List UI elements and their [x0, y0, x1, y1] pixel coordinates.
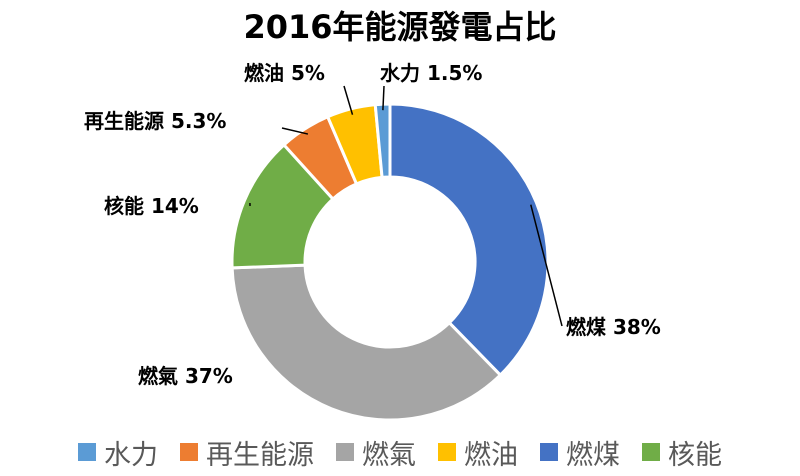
leader-line-再生能源: [281, 127, 309, 135]
leader-line-燃煤: [530, 204, 563, 327]
legend-label: 燃油: [464, 439, 518, 471]
legend-swatch: [336, 443, 354, 461]
data-label-再生能源: 再生能源 5.3%: [84, 109, 226, 133]
legend-label: 再生能源: [206, 439, 314, 471]
data-label-水力: 水力 1.5%: [380, 61, 482, 85]
data-label-燃氣: 燃氣 37%: [138, 364, 233, 388]
legend-item-水力: 水力: [78, 433, 158, 472]
legend: 水力 再生能源 燃氣 燃油 燃煤 核能: [0, 432, 800, 472]
legend-item-再生能源: 再生能源: [180, 433, 314, 472]
data-label-燃煤: 燃煤 38%: [566, 315, 661, 339]
slice-燃煤: [388, 102, 550, 377]
legend-swatch: [642, 443, 660, 461]
donut-chart: 燃煤 38% 燃氣 37% 核能 14% 再生能源 5.3% 燃油 5% 水力 1.5%: [84, 61, 661, 422]
data-label-核能: 核能 14%: [104, 194, 199, 218]
legend-swatch: [78, 443, 96, 461]
legend-item-燃油: 燃油: [438, 433, 518, 472]
legend-label: 核能: [668, 439, 722, 471]
slice-水力: [373, 102, 392, 179]
data-label-燃油: 燃油 5%: [244, 61, 325, 85]
slice-燃氣: [230, 263, 502, 422]
legend-label: 水力: [104, 439, 158, 471]
legend-swatch: [438, 443, 456, 461]
legend-label: 燃煤: [566, 439, 620, 471]
legend-swatch: [540, 443, 558, 461]
chart-title: 2016年能源發電占比: [243, 8, 557, 46]
leader-line-水力: [382, 85, 385, 111]
legend-label: 燃氣: [362, 439, 416, 471]
legend-item-燃氣: 燃氣: [336, 433, 416, 472]
leader-line-燃油: [343, 85, 354, 115]
legend-item-燃煤: 燃煤: [540, 433, 620, 472]
legend-item-核能: 核能: [642, 433, 722, 472]
legend-swatch: [180, 443, 198, 461]
